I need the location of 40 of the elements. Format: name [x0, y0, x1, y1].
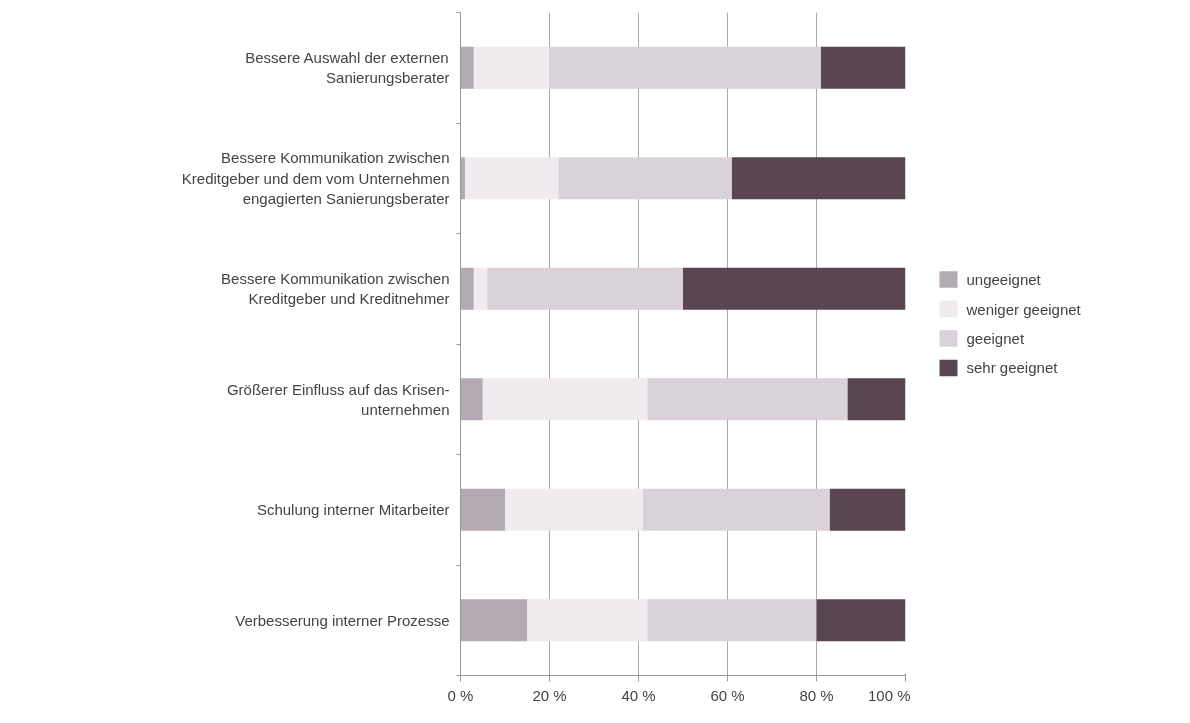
bar	[820, 46, 906, 89]
y-tick-label: Größerer Einfluss auf das Krisen-unternehmen	[226, 380, 450, 418]
bar	[460, 267, 474, 310]
bar	[647, 378, 848, 421]
bar	[558, 157, 732, 200]
bar	[460, 157, 465, 200]
bar	[505, 488, 643, 531]
bar	[460, 599, 528, 642]
bar	[731, 157, 906, 200]
bar	[527, 599, 648, 642]
bar	[847, 378, 906, 421]
x-tick-label: 0 %	[447, 686, 474, 704]
x-tick-label: 100 %	[867, 686, 911, 704]
x-tick-label: 60 %	[710, 686, 745, 704]
legend-label: geeignet	[966, 329, 1025, 347]
y-tick-label: Bessere Kommunikation zwischen Kreditgeber und dem vom Unternehmen engagierten Sanierungsberater	[181, 149, 450, 208]
bar	[460, 46, 474, 89]
bar	[464, 157, 559, 200]
bar	[642, 488, 830, 531]
y-tick-label: Bessere Kommunikation zwischen Kreditgeber und Kreditnehmer	[221, 270, 450, 308]
legend-label: ungeeignet	[966, 271, 1042, 289]
y-tick-label: Verbesserung interner Prozesse	[235, 611, 450, 629]
bar	[816, 599, 906, 642]
x-tick-label: 40 %	[621, 686, 656, 704]
bar	[460, 378, 483, 421]
y-tick-label: Schulung interner Mitarbeiter	[256, 501, 450, 519]
bar	[683, 267, 906, 310]
bar	[482, 378, 648, 421]
bar	[473, 267, 488, 310]
x-tick-label: 80 %	[799, 686, 834, 704]
bar	[647, 599, 817, 642]
bar	[549, 46, 821, 89]
legend-label: sehr geeignet	[966, 359, 1059, 377]
bar	[460, 488, 505, 531]
y-tick-label: Bessere Auswahl der externen Sanierungsberater	[245, 49, 450, 87]
legend-label: weniger geeignet	[965, 300, 1082, 318]
bar	[487, 267, 683, 310]
bar	[473, 46, 550, 89]
bar	[829, 488, 906, 531]
x-tick-label: 20 %	[532, 686, 567, 704]
